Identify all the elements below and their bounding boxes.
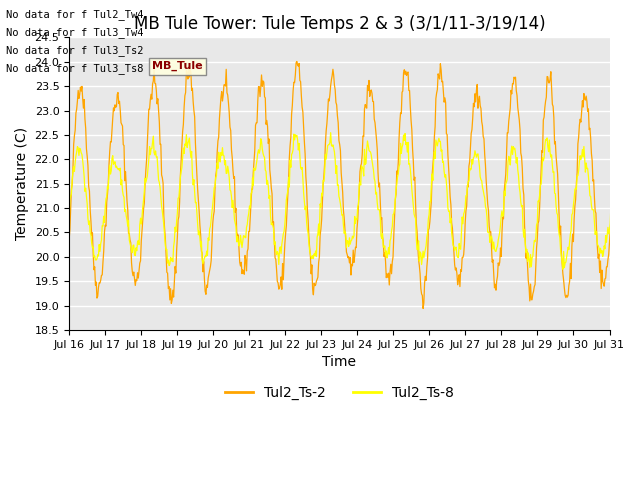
Tul2_Ts-2 bbox=[65, 237, 73, 242]
Tul2_Ts-2 bbox=[133, 278, 141, 284]
Tul2_Ts-8 bbox=[268, 222, 275, 228]
Tul2_Ts-2 bbox=[418, 291, 426, 297]
Tul2_Ts-2 bbox=[451, 262, 458, 267]
Text: MB_Tule: MB_Tule bbox=[152, 61, 203, 72]
Text: No data for f Tul3_Ts8: No data for f Tul3_Ts8 bbox=[6, 63, 144, 74]
Tul2_Ts-2 bbox=[293, 59, 301, 64]
Tul2_Ts-8 bbox=[450, 244, 458, 250]
Tul2_Ts-8 bbox=[327, 130, 335, 135]
Y-axis label: Temperature (C): Temperature (C) bbox=[15, 127, 29, 240]
Text: No data for f Tul3_Tw4: No data for f Tul3_Tw4 bbox=[6, 27, 144, 38]
Tul2_Ts-8 bbox=[65, 216, 73, 222]
Tul2_Ts-8 bbox=[133, 248, 141, 253]
Tul2_Ts-2 bbox=[289, 88, 297, 94]
Tul2_Ts-2 bbox=[268, 185, 275, 191]
Tul2_Ts-2 bbox=[239, 267, 246, 273]
Tul2_Ts-8 bbox=[239, 238, 246, 244]
Line: Tul2_Ts-2: Tul2_Ts-2 bbox=[69, 61, 640, 309]
Title: MB Tule Tower: Tule Temps 2 & 3 (3/1/11-3/19/14): MB Tule Tower: Tule Temps 2 & 3 (3/1/11-… bbox=[134, 15, 545, 33]
X-axis label: Time: Time bbox=[323, 355, 356, 369]
Tul2_Ts-8 bbox=[289, 146, 297, 152]
Tul2_Ts-8 bbox=[559, 266, 566, 272]
Text: No data for f Tul2_Tw4: No data for f Tul2_Tw4 bbox=[6, 9, 144, 20]
Tul2_Ts-2 bbox=[419, 306, 427, 312]
Legend: Tul2_Ts-2, Tul2_Ts-8: Tul2_Ts-2, Tul2_Ts-8 bbox=[219, 380, 460, 405]
Line: Tul2_Ts-8: Tul2_Ts-8 bbox=[69, 132, 640, 269]
Tul2_Ts-8 bbox=[418, 262, 426, 267]
Text: No data for f Tul3_Ts2: No data for f Tul3_Ts2 bbox=[6, 45, 144, 56]
